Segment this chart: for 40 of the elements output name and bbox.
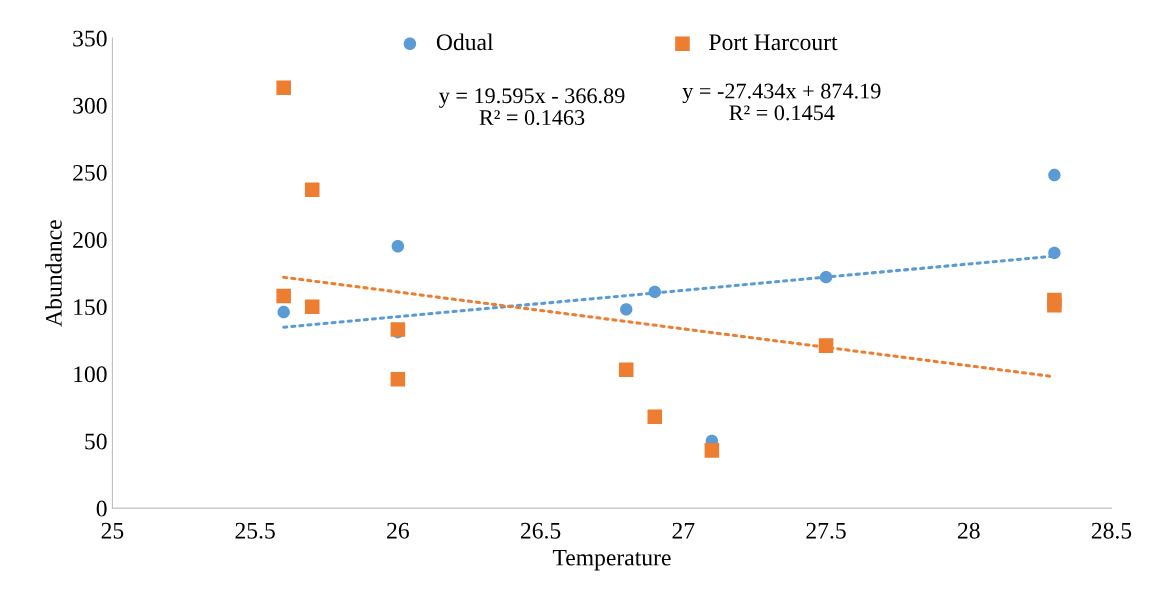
x-tick-label: 27.5 <box>806 522 846 539</box>
y-tick-label: 300 <box>73 97 107 114</box>
y-tick-label: 200 <box>73 232 107 248</box>
point <box>390 322 406 337</box>
point <box>648 285 661 299</box>
point <box>276 80 291 96</box>
x-tick-label: 27 <box>672 522 695 539</box>
point <box>618 362 634 378</box>
point <box>818 338 834 353</box>
point <box>1047 298 1062 313</box>
point <box>704 443 720 458</box>
legend-label: Odual <box>436 33 494 51</box>
point <box>304 299 320 314</box>
point <box>277 305 290 319</box>
x-tick-label: 25 <box>101 522 124 539</box>
x-tick-label: 28.5 <box>1091 522 1132 539</box>
y-tick-label: 150 <box>74 299 107 316</box>
point <box>620 303 633 316</box>
point <box>391 240 405 253</box>
point <box>819 270 833 284</box>
y-tick-label: 100 <box>74 366 107 383</box>
point <box>1048 246 1061 260</box>
y-tick-label: 250 <box>73 164 107 181</box>
x-axis-title: Temperature <box>552 549 671 571</box>
point <box>390 371 406 387</box>
x-tick-label: 26.5 <box>520 522 561 539</box>
y-tick-label: 0 <box>96 500 107 517</box>
y-tick-label: 50 <box>85 433 107 450</box>
point <box>276 288 291 304</box>
legend-label: Port Harcourt <box>709 34 838 51</box>
y-axis-title: Abundance <box>45 220 62 327</box>
x-tick-label: 25.5 <box>235 522 275 539</box>
y-tick-label: 350 <box>73 30 107 47</box>
point <box>647 409 663 425</box>
x-tick-label: 28 <box>957 522 980 539</box>
x-tick-label: 26 <box>387 522 409 539</box>
point <box>304 182 320 198</box>
point <box>1048 168 1061 182</box>
annotation: y = -27.434x + 874.19 R² = 0.1454 <box>682 83 881 121</box>
annotation: y = 19.595x - 366.89 R² = 0.1463 <box>439 88 625 126</box>
